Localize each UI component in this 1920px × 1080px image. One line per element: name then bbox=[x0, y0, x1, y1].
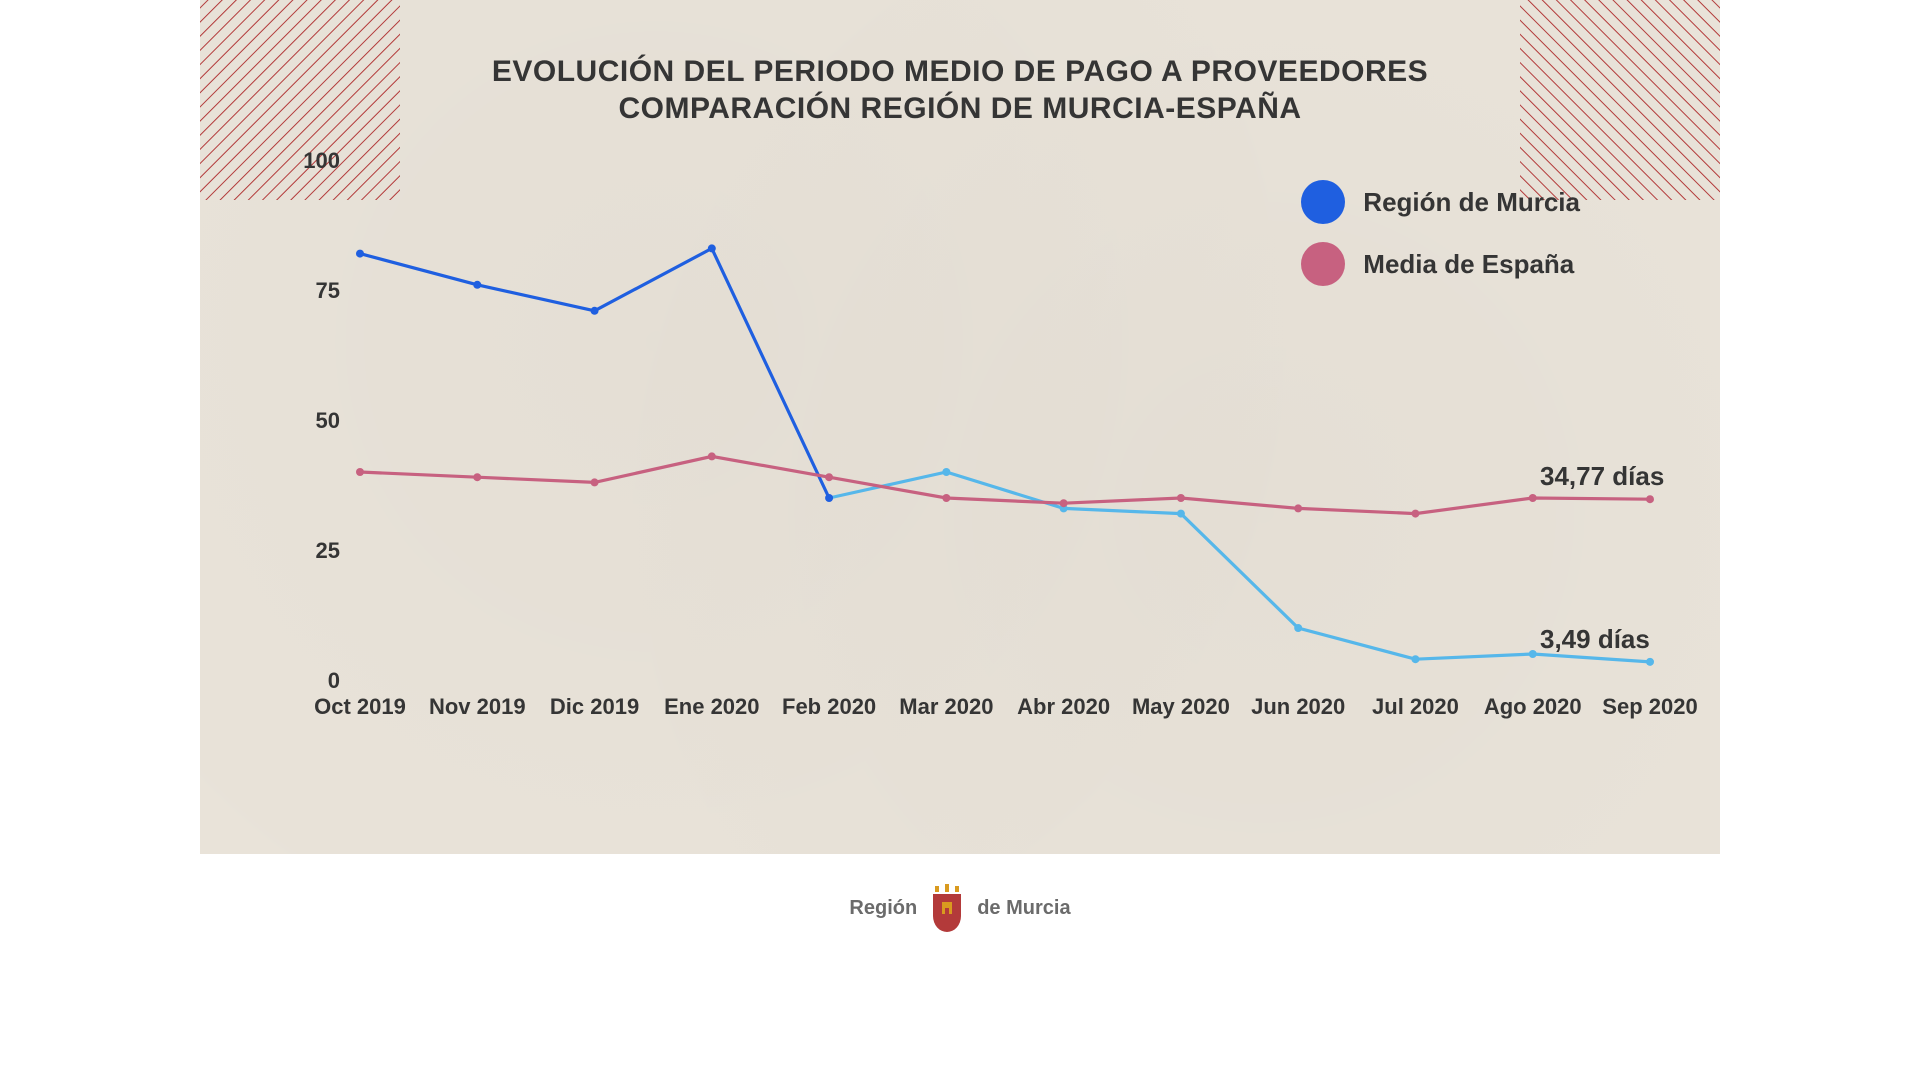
series-line-murcia-b bbox=[829, 472, 1650, 662]
x-tick-label: Oct 2019 bbox=[314, 694, 406, 719]
series-point-murcia bbox=[942, 468, 950, 476]
series-point-murcia bbox=[591, 307, 599, 315]
crest-icon bbox=[927, 882, 967, 934]
series-point-murcia bbox=[1646, 658, 1654, 666]
x-tick-label: Sep 2020 bbox=[1602, 694, 1697, 719]
chart-title-line2: COMPARACIÓN REGIÓN DE MURCIA-ESPAÑA bbox=[200, 91, 1720, 128]
series-point-espana bbox=[1060, 499, 1068, 507]
x-tick-label: Ene 2020 bbox=[664, 694, 759, 719]
series-point-espana bbox=[1294, 504, 1302, 512]
series-point-espana bbox=[1646, 495, 1654, 503]
y-tick-label: 100 bbox=[303, 148, 340, 173]
x-tick-label: Abr 2020 bbox=[1017, 694, 1110, 719]
series-point-murcia bbox=[356, 250, 364, 258]
series-point-murcia bbox=[1177, 510, 1185, 518]
x-tick-label: Jun 2020 bbox=[1251, 694, 1345, 719]
series-point-murcia bbox=[1411, 655, 1419, 663]
end-label-murcia: 3,49 días bbox=[1540, 624, 1650, 654]
footer-text-right: de Murcia bbox=[977, 897, 1070, 920]
y-tick-label: 50 bbox=[316, 408, 340, 433]
series-point-murcia bbox=[473, 281, 481, 289]
series-point-murcia bbox=[1529, 650, 1537, 658]
x-tick-label: Mar 2020 bbox=[899, 694, 993, 719]
x-tick-label: Ago 2020 bbox=[1484, 694, 1582, 719]
x-tick-label: Jul 2020 bbox=[1372, 694, 1459, 719]
series-point-espana bbox=[591, 478, 599, 486]
series-point-espana bbox=[1411, 510, 1419, 518]
y-tick-label: 25 bbox=[316, 538, 340, 563]
series-point-espana bbox=[356, 468, 364, 476]
series-point-espana bbox=[473, 473, 481, 481]
series-point-murcia bbox=[708, 244, 716, 252]
series-line-espana bbox=[360, 456, 1650, 513]
series-point-espana bbox=[942, 494, 950, 502]
series-point-espana bbox=[708, 452, 716, 460]
x-tick-label: May 2020 bbox=[1132, 694, 1230, 719]
series-point-espana bbox=[825, 473, 833, 481]
y-tick-label: 75 bbox=[316, 278, 340, 303]
plot-area: 0 25 50 75 100 Oct 2019 Nov 2019 Dic 2019 Ene 20… bbox=[300, 150, 1680, 720]
chart-card: EVOLUCIÓN DEL PERIODO MEDIO DE PAGO A PR… bbox=[200, 0, 1720, 854]
y-tick-label: 0 bbox=[328, 668, 340, 693]
chart-title-line1: EVOLUCIÓN DEL PERIODO MEDIO DE PAGO A PR… bbox=[200, 54, 1720, 91]
footer-text-left: Región bbox=[849, 897, 917, 920]
chart-title: EVOLUCIÓN DEL PERIODO MEDIO DE PAGO A PR… bbox=[200, 54, 1720, 127]
end-label-espana: 34,77 días bbox=[1540, 461, 1664, 491]
footer: Región de Murcia bbox=[200, 854, 1720, 934]
series-line-murcia-a bbox=[360, 248, 829, 498]
x-tick-label: Dic 2019 bbox=[550, 694, 639, 719]
series-point-murcia bbox=[825, 494, 833, 502]
x-tick-label: Feb 2020 bbox=[782, 694, 876, 719]
series-point-espana bbox=[1177, 494, 1185, 502]
series-point-murcia bbox=[1294, 624, 1302, 632]
x-tick-label: Nov 2019 bbox=[429, 694, 526, 719]
series-point-espana bbox=[1529, 494, 1537, 502]
